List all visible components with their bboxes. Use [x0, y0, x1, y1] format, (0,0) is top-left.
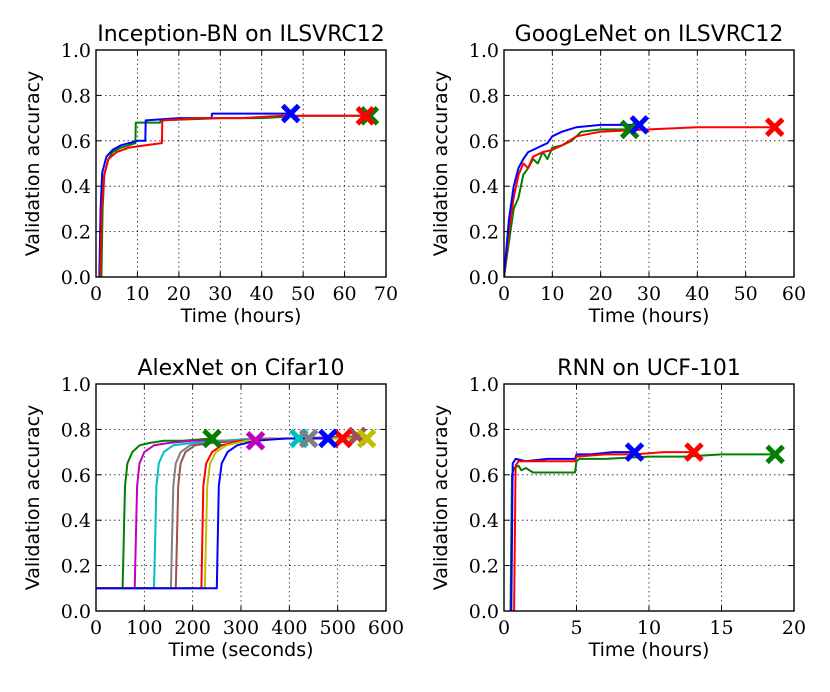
- x-axis-label: Time (hours): [180, 305, 302, 327]
- end-marker-blue: [280, 103, 301, 124]
- y-tick-label: 1.0: [469, 40, 499, 62]
- x-tick-label: 0: [90, 617, 102, 639]
- series-line-red: [513, 451, 694, 611]
- series-line-red: [99, 114, 366, 277]
- y-axis-label: Validation accuracy: [430, 71, 452, 257]
- x-tick-label: 50: [291, 283, 315, 305]
- y-tick-label: 0.0: [61, 267, 91, 289]
- x-axis-label: Time (hours): [588, 639, 710, 661]
- y-tick-label: 0.4: [61, 510, 91, 532]
- y-tick-label: 0.0: [61, 601, 91, 623]
- chart-panel-1: 0 10 20 30 40 50 60 70 0.0 0.2 0.4 0.6 0.8 1.0 Incepti…: [22, 22, 398, 327]
- end-marker-green: [359, 106, 380, 126]
- x-tick-label: 50: [734, 283, 758, 305]
- y-tick-label: 0.8: [469, 419, 499, 441]
- x-tick-label: 20: [167, 283, 191, 305]
- y-tick-label: 0.2: [469, 222, 499, 244]
- x-tick-label: 100: [126, 617, 162, 639]
- x-tick-label: 400: [271, 617, 307, 639]
- x-tick-label: 20: [782, 617, 806, 639]
- x-tick-label: 30: [637, 283, 661, 305]
- x-tick-label: 60: [782, 283, 806, 305]
- y-tick-label: 0.2: [61, 222, 91, 244]
- end-marker-blue: [318, 428, 338, 449]
- x-tick-label: 10: [125, 283, 149, 305]
- y-tick-label: 0.0: [469, 267, 499, 289]
- end-marker-red: [764, 117, 785, 137]
- chart-title: RNN on UCF-101: [557, 356, 741, 381]
- plot-frame: [95, 49, 387, 278]
- end-marker-green: [619, 119, 640, 140]
- x-tick-label: 40: [685, 283, 709, 305]
- end-marker-blue: [629, 115, 650, 135]
- x-tick-label: 300: [223, 617, 259, 639]
- series-line-cyan: [96, 437, 299, 590]
- chart-title: Inception-BN on ILSVRC12: [97, 22, 385, 47]
- x-tick-label: 70: [374, 283, 398, 305]
- x-axis-label: Time (hours): [588, 305, 710, 327]
- y-tick-label: 0.8: [469, 85, 499, 107]
- x-tick-label: 600: [368, 617, 404, 639]
- series-line-blue: [98, 112, 291, 277]
- series-line-blue: [504, 123, 640, 277]
- x-tick-label: 0: [90, 283, 102, 305]
- x-tick-label: 0: [498, 283, 510, 305]
- y-tick-label: 0.6: [61, 131, 91, 153]
- x-axis-label: Time (seconds): [167, 639, 313, 661]
- x-tick-label: 20: [589, 283, 613, 305]
- end-marker-magenta: [245, 430, 266, 451]
- y-tick-label: 1.0: [61, 40, 91, 62]
- y-tick-label: 0.8: [61, 419, 91, 441]
- x-tick-label: 5: [570, 617, 582, 639]
- y-axis-label: Validation accuracy: [22, 71, 44, 257]
- series-line-blue: [510, 451, 635, 611]
- x-tick-label: 10: [637, 617, 661, 639]
- y-tick-label: 0.2: [469, 556, 499, 578]
- end-marker-blue: [624, 442, 645, 462]
- end-marker-olive: [356, 428, 377, 449]
- end-marker-red: [684, 442, 704, 462]
- chart-panel-2: 0 10 20 30 40 50 60 0.0 0.2 0.4 0.6 0.8 1.0 GoogLeNet…: [430, 22, 806, 327]
- y-axis-label: Validation accuracy: [430, 405, 452, 591]
- y-tick-label: 0.6: [469, 131, 499, 153]
- y-tick-label: 1.0: [61, 374, 91, 396]
- chart-title: AlexNet on Cifar10: [137, 356, 344, 381]
- y-tick-label: 0.8: [61, 85, 91, 107]
- end-marker-red: [355, 106, 376, 126]
- x-tick-label: 15: [709, 617, 733, 639]
- y-tick-label: 1.0: [469, 374, 499, 396]
- x-tick-label: 0: [498, 617, 510, 639]
- x-tick-label: 60: [332, 283, 356, 305]
- y-axis-label: Validation accuracy: [22, 405, 44, 591]
- y-tick-label: 0.6: [469, 465, 499, 487]
- series-line-green: [509, 453, 776, 611]
- chart-title: GoogLeNet on ILSVRC12: [515, 22, 784, 47]
- y-tick-label: 0.0: [469, 601, 499, 623]
- end-marker-gray: [298, 428, 319, 449]
- y-tick-label: 0.6: [61, 465, 91, 487]
- end-marker-green: [765, 444, 785, 465]
- x-tick-label: 10: [540, 283, 564, 305]
- end-marker-red: [332, 428, 353, 449]
- y-tick-label: 0.4: [469, 176, 499, 198]
- x-tick-label: 40: [250, 283, 274, 305]
- x-tick-label: 200: [175, 617, 211, 639]
- end-marker-green: [202, 428, 222, 449]
- series-line-red: [504, 126, 775, 277]
- x-tick-label: 30: [208, 283, 232, 305]
- series-line-green: [504, 128, 630, 277]
- series-line-green: [96, 437, 213, 590]
- y-tick-label: 0.4: [469, 510, 499, 532]
- chart-panel-4: 0 5 10 15 20 0.0 0.2 0.4 0.6 0.8 1.0 RNN on UCF-101…: [430, 356, 806, 661]
- x-tick-label: 500: [320, 617, 356, 639]
- y-tick-label: 0.4: [61, 176, 91, 198]
- y-tick-label: 0.2: [61, 556, 91, 578]
- chart-panel-3: 0 100 200 300 400 500 600 0.0 0.2 0.4 0.6 0.8 1.0 Ale…: [22, 356, 404, 661]
